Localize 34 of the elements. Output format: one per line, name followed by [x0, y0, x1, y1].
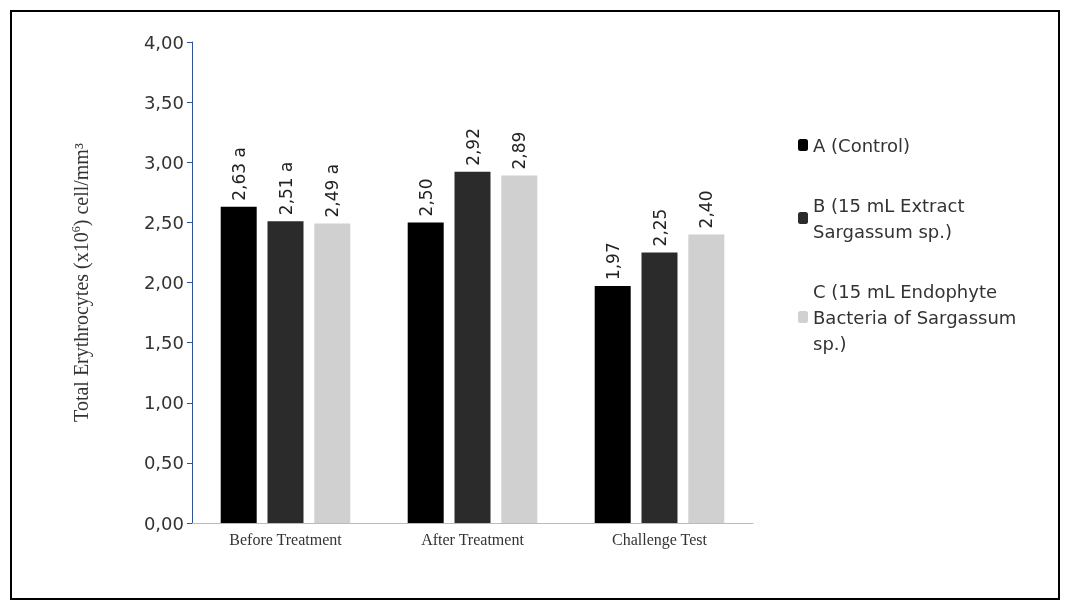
legend-label: B (15 mL Extract Sargassum sp.) — [813, 194, 971, 242]
y-tick-label: 3,50 — [143, 91, 184, 113]
legend-label: C (15 mL Endophyte Bacteria of Sargassum sp.) — [813, 280, 1023, 354]
y-tick-label: 0,00 — [143, 512, 184, 534]
legend-label: A (Control) — [813, 134, 911, 156]
bar — [407, 222, 444, 523]
data-label: 2,89 — [509, 131, 530, 170]
bar — [314, 223, 351, 523]
bar — [688, 234, 725, 523]
y-tick-label: 1,00 — [143, 392, 184, 414]
data-label: 2,92 — [462, 128, 483, 166]
y-tick-label: 0,50 — [143, 452, 184, 474]
bar — [594, 286, 631, 523]
y-tick-label: 2,50 — [143, 211, 184, 233]
y-axis-title: Total Erythrocytes (x106) cell/mm³ — [69, 143, 93, 422]
bar — [267, 221, 304, 523]
y-tick-label: 4,00 — [143, 31, 184, 53]
data-label: 2,50 — [415, 178, 436, 217]
data-label: 2,63 a — [228, 147, 249, 201]
x-tick-label: Challenge Test — [611, 530, 708, 549]
data-label: 1,97 — [602, 242, 623, 281]
y-tick-label: 1,50 — [143, 332, 184, 354]
y-tick-label: 3,00 — [143, 151, 184, 173]
data-label: 2,40 — [696, 190, 717, 229]
x-tick-label: Before Treatment — [229, 530, 343, 548]
data-label: 2,25 — [649, 208, 670, 247]
bar — [501, 175, 538, 523]
bar — [220, 206, 257, 523]
x-tick-label: After Treatment — [421, 530, 525, 548]
data-label: 2,51 a — [275, 161, 296, 216]
y-tick-label: 2,00 — [143, 272, 184, 293]
data-label: 2,49 a — [322, 163, 343, 218]
bar — [641, 252, 678, 523]
bar — [454, 171, 491, 523]
